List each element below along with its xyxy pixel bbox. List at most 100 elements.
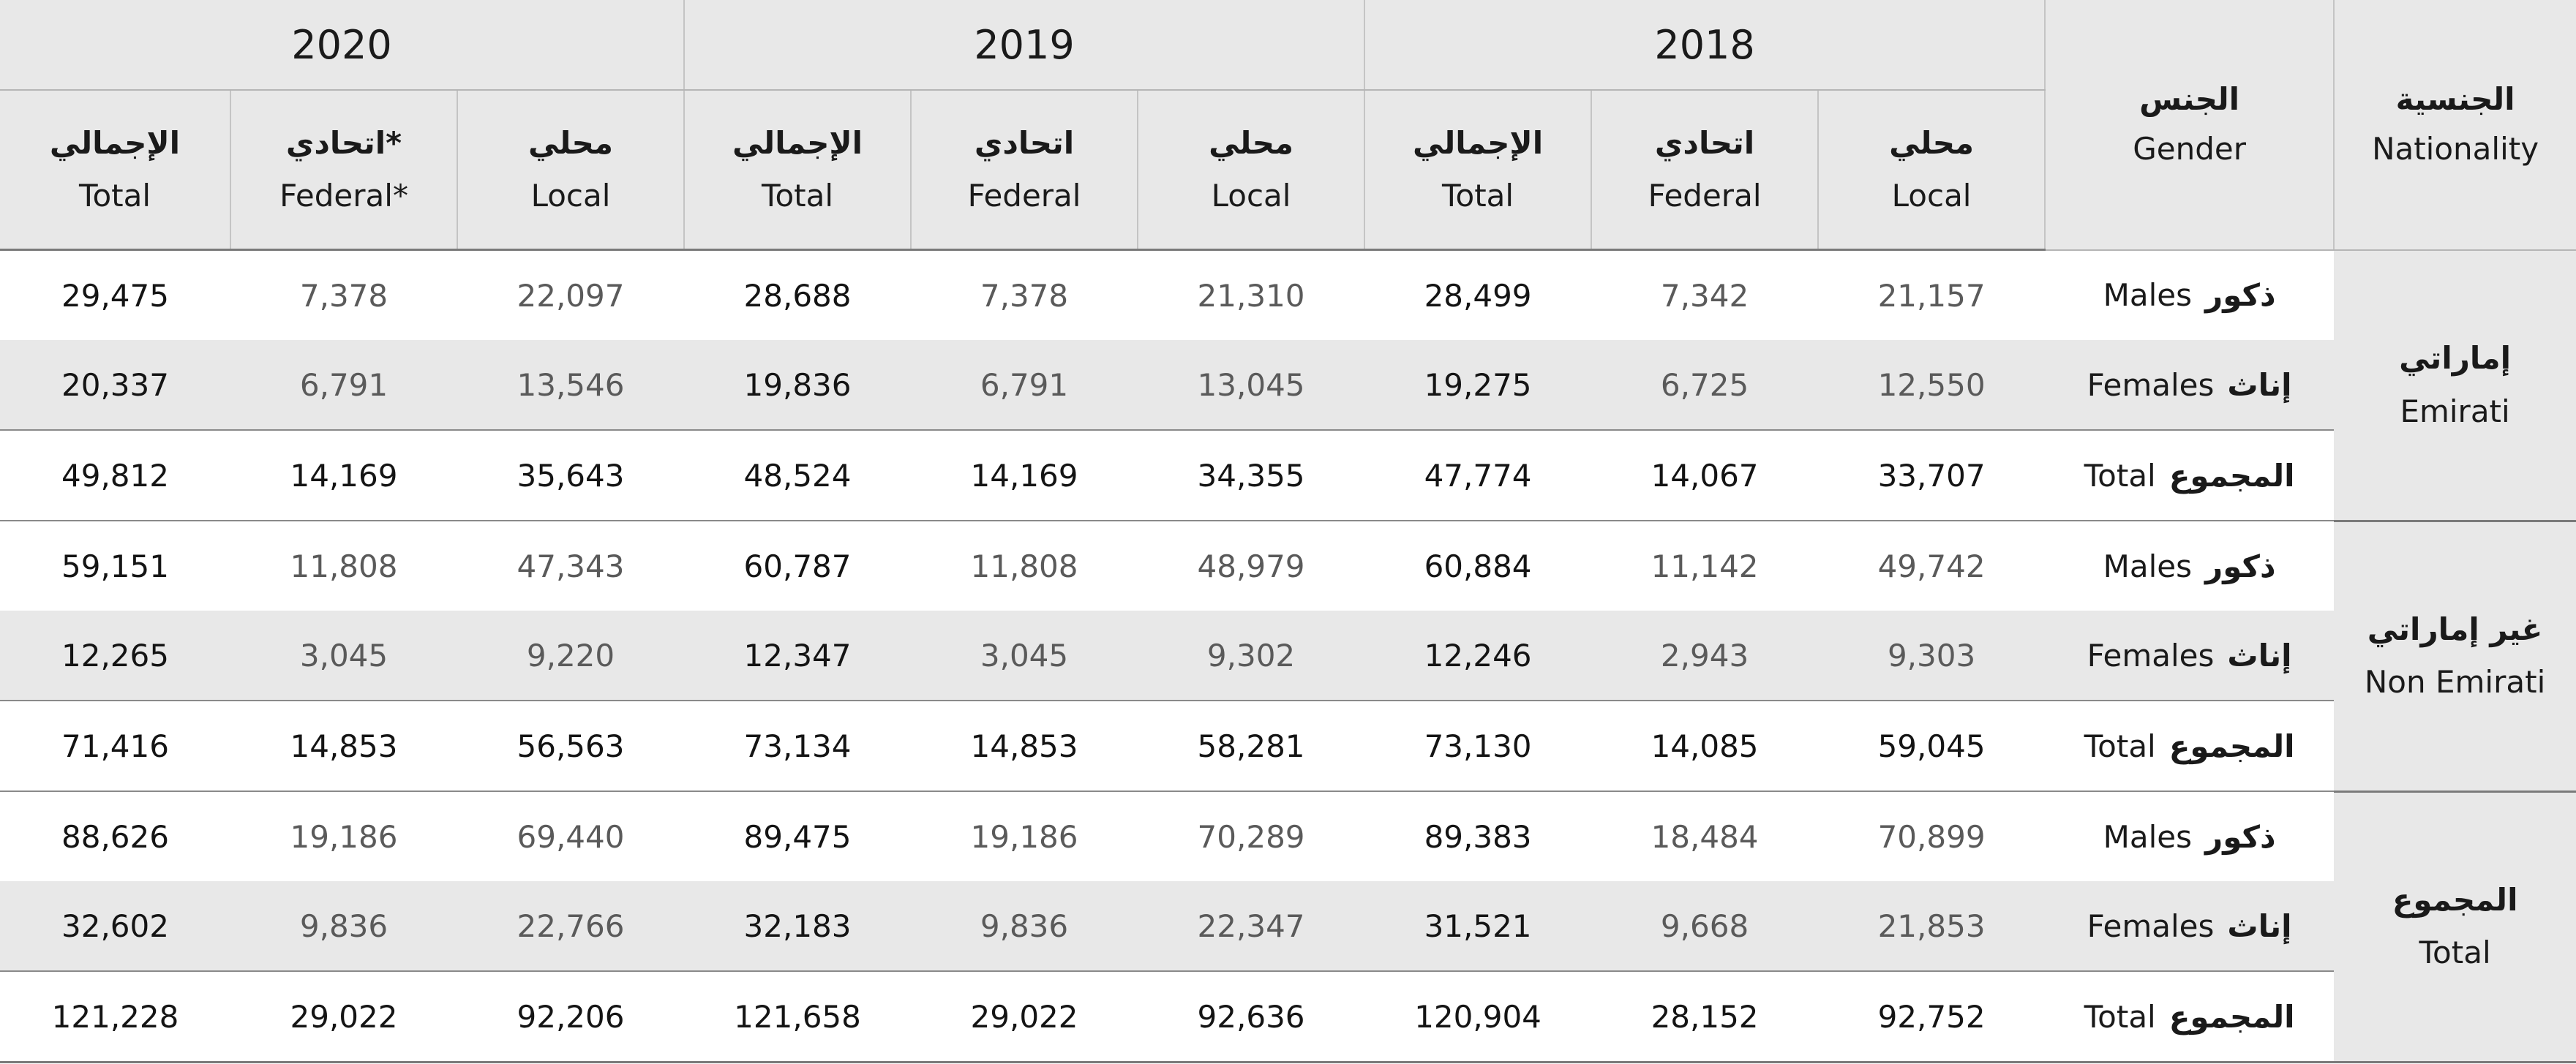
table-cell: 49,742 xyxy=(1818,520,2046,611)
table-cell: 59,151 xyxy=(0,520,230,611)
nationality-cell: إماراتي Emirati xyxy=(2334,249,2576,522)
column-header-row: الإجمالي Total اتحادي* Federal* محلي Local … xyxy=(0,90,2576,251)
gender-header-en: Gender xyxy=(2133,131,2246,167)
table-row: 121,228 29,022 92,206 121,658 29,022 92,636 12… xyxy=(0,970,2576,1063)
table-cell: 11,142 xyxy=(1591,520,1819,611)
nationality-label-en: Non Emirati xyxy=(2364,664,2546,700)
table-cell: 11,808 xyxy=(230,520,457,611)
table-cell: 6,725 xyxy=(1591,340,1819,430)
table-cell: 7,342 xyxy=(1591,249,1819,340)
table-cell: 121,228 xyxy=(0,970,230,1063)
nationality-label-ar: غير إماراتي xyxy=(2367,611,2543,647)
table-cell: 12,246 xyxy=(1364,611,1592,701)
gender-cell: Males ذكور xyxy=(2045,520,2335,611)
table-cell: 70,899 xyxy=(1818,791,2046,881)
table-cell: 7,378 xyxy=(911,249,1138,340)
table-cell: 70,289 xyxy=(1138,791,1365,881)
col-header-2019-federal: اتحادي Federal xyxy=(910,90,1138,251)
table-row: 29,475 7,378 22,097 28,688 7,378 21,310 28,499… xyxy=(0,249,2576,522)
gender-label-ar: ذكور xyxy=(2205,548,2276,584)
gender-header: الجنس Gender xyxy=(2044,0,2335,251)
col-header-2020-federal: اتحادي* Federal* xyxy=(230,90,457,251)
table-cell: 22,347 xyxy=(1138,881,1365,971)
gender-label-ar: ذكور xyxy=(2205,818,2276,855)
col-header-2019-local: محلي Local xyxy=(1137,90,1365,251)
gender-label-ar: المجموع xyxy=(2168,998,2295,1035)
table-cell: 32,602 xyxy=(0,881,230,971)
table-cell: 21,853 xyxy=(1818,881,2046,971)
table-cell: 56,563 xyxy=(457,700,685,791)
gender-label-en: Total xyxy=(2084,728,2156,764)
table-cell: 12,265 xyxy=(0,611,230,701)
table-cell: 121,658 xyxy=(684,970,912,1063)
year-header-row: 2020 2019 2018 الجنس Gender الجنسية Nati… xyxy=(0,0,2576,251)
table-cell: 11,808 xyxy=(911,520,1138,611)
table-cell: 73,134 xyxy=(684,700,912,791)
table-cell: 69,440 xyxy=(457,791,685,881)
gender-label-en: Males xyxy=(2103,548,2193,584)
col-header-en: Local xyxy=(1211,178,1291,214)
table-cell: 31,521 xyxy=(1364,881,1592,971)
col-header-ar: اتحادي xyxy=(1654,124,1755,161)
table-cell: 2,943 xyxy=(1591,611,1819,701)
table-cell: 59,045 xyxy=(1818,700,2046,791)
table-cell: 14,067 xyxy=(1591,429,1819,521)
table-row: 59,151 11,808 47,343 60,787 11,808 48,979 60,8… xyxy=(0,520,2576,793)
gender-label-en: Males xyxy=(2103,277,2193,314)
col-header-2020-total: الإجمالي Total xyxy=(0,90,230,251)
table-cell: 14,853 xyxy=(911,700,1138,791)
gender-cell: Males ذكور xyxy=(2045,249,2335,340)
gender-label-en: Females xyxy=(2087,637,2215,674)
table-cell: 14,169 xyxy=(911,429,1138,521)
table-cell: 6,791 xyxy=(911,340,1138,430)
table-cell: 49,812 xyxy=(0,429,230,521)
year-header-2019: 2019 xyxy=(683,0,1365,91)
gender-label-en: Females xyxy=(2087,908,2215,944)
gender-label-ar: المجموع xyxy=(2168,728,2295,764)
col-header-ar: محلي xyxy=(528,124,613,161)
col-header-2020-local: محلي Local xyxy=(456,90,685,251)
nationality-header-ar: الجنسية xyxy=(2395,81,2515,118)
gender-label-en: Total xyxy=(2084,998,2156,1035)
table-cell: 32,183 xyxy=(684,881,912,971)
year-header-2020: 2020 xyxy=(0,0,685,91)
table-cell: 9,836 xyxy=(230,881,457,971)
table-cell: 12,347 xyxy=(684,611,912,701)
gender-label-en: Females xyxy=(2087,366,2215,403)
col-header-ar: محلي xyxy=(1209,124,1293,161)
table-cell: 19,275 xyxy=(1364,340,1592,430)
table-cell: 29,022 xyxy=(911,970,1138,1063)
col-header-2019-total: الإجمالي Total xyxy=(683,90,912,251)
table-cell: 47,343 xyxy=(457,520,685,611)
gender-label-ar: المجموع xyxy=(2168,457,2295,494)
table-cell: 28,688 xyxy=(684,249,912,340)
gender-label-ar: ذكور xyxy=(2205,277,2276,314)
table-cell: 35,643 xyxy=(457,429,685,521)
gender-cell: Total المجموع xyxy=(2045,970,2335,1063)
table-cell: 120,904 xyxy=(1364,970,1592,1063)
col-header-en: Federal xyxy=(1648,178,1762,214)
nationality-label-ar: إماراتي xyxy=(2399,340,2512,377)
table-cell: 28,152 xyxy=(1591,970,1819,1063)
table-cell: 9,836 xyxy=(911,881,1138,971)
table-row: 88,626 19,186 69,440 89,475 19,186 70,289 89,3… xyxy=(0,791,2576,1063)
table-cell: 13,045 xyxy=(1138,340,1365,430)
table-body: 29,475 7,378 22,097 28,688 7,378 21,310 28,499… xyxy=(0,249,2576,1063)
gender-cell: Males ذكور xyxy=(2045,791,2335,881)
table-cell: 21,157 xyxy=(1818,249,2046,340)
table-cell: 29,022 xyxy=(230,970,457,1063)
table-cell: 89,475 xyxy=(684,791,912,881)
table-cell: 88,626 xyxy=(0,791,230,881)
table-cell: 3,045 xyxy=(911,611,1138,701)
table-cell: 3,045 xyxy=(230,611,457,701)
col-header-en: Local xyxy=(1891,178,1972,214)
gender-cell: Total المجموع xyxy=(2045,700,2335,791)
table-cell: 19,186 xyxy=(230,791,457,881)
gender-cell: Females إناث xyxy=(2045,611,2335,701)
table-cell: 14,853 xyxy=(230,700,457,791)
table-cell: 89,383 xyxy=(1364,791,1592,881)
table-cell: 60,787 xyxy=(684,520,912,611)
nationality-header-en: Nationality xyxy=(2372,131,2539,167)
table-cell: 71,416 xyxy=(0,700,230,791)
